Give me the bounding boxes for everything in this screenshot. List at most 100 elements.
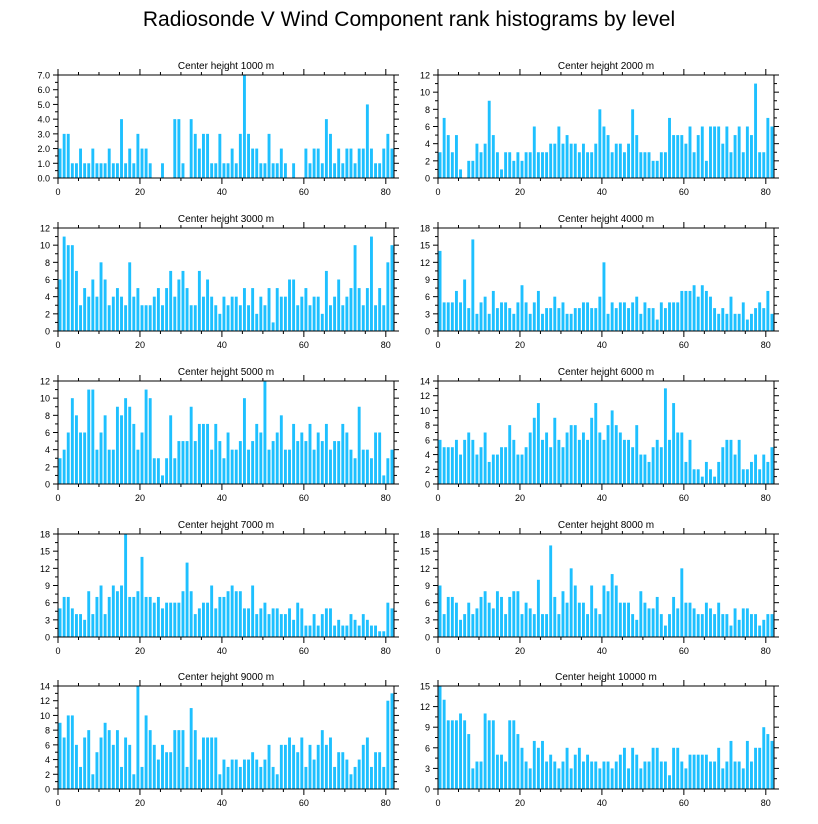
y-tick-label: 3 (425, 309, 430, 319)
bar (74, 415, 78, 484)
y-tick-label: 12 (420, 71, 430, 81)
x-tick-label: 0 (435, 646, 440, 656)
bar (684, 461, 688, 484)
bar (655, 596, 659, 637)
bar (91, 614, 95, 637)
y-tick-label: 12 (40, 696, 50, 706)
bar (508, 720, 512, 789)
bar (103, 722, 107, 789)
bar (177, 602, 181, 637)
bar (62, 236, 66, 331)
bar (91, 774, 95, 789)
bar (500, 302, 503, 331)
bar (684, 290, 688, 331)
bar (79, 766, 82, 789)
y-tick-label: 6 (45, 598, 50, 608)
bar (463, 720, 467, 789)
bar (95, 296, 99, 331)
bar (115, 730, 119, 789)
bar (704, 754, 708, 789)
bar (271, 608, 275, 637)
bar (438, 250, 442, 331)
x-tick-label: 0 (55, 340, 60, 350)
bar (124, 398, 128, 484)
bar (382, 766, 386, 789)
y-tick-label: 6.0 (37, 85, 50, 95)
bar (631, 447, 635, 484)
bar (132, 163, 136, 178)
bar (337, 619, 341, 637)
bar (561, 143, 565, 178)
y-tick-label: 6 (425, 435, 430, 445)
bar (374, 432, 378, 484)
bar (471, 239, 475, 331)
bar (520, 160, 524, 178)
bar (189, 591, 193, 637)
bar (721, 768, 725, 789)
bar (222, 759, 226, 789)
y-tick-label: 4 (45, 445, 50, 455)
bar (463, 439, 467, 484)
bar (107, 730, 111, 789)
x-tick-label: 60 (299, 493, 309, 503)
bar (680, 568, 684, 637)
bar (524, 602, 528, 637)
bar (70, 608, 74, 637)
bar (247, 305, 250, 331)
x-tick-label: 0 (55, 493, 60, 503)
y-tick-label: 4 (45, 755, 50, 765)
bar (668, 302, 671, 331)
bar (479, 596, 483, 637)
bar (361, 744, 365, 789)
bar (668, 117, 671, 178)
y-tick-label: 0 (425, 785, 430, 795)
bar (475, 761, 479, 789)
bar (635, 296, 639, 331)
bar (627, 602, 630, 637)
bar (454, 439, 458, 484)
bar (349, 449, 353, 484)
bar (545, 152, 549, 178)
y-tick-label: 6 (45, 275, 50, 285)
bar (508, 596, 512, 637)
bar (508, 308, 512, 331)
bar (365, 104, 369, 178)
bar (91, 279, 95, 331)
panel-title: Center height 3000 m (178, 214, 274, 225)
bar (161, 163, 164, 178)
bar (329, 449, 332, 484)
x-tick-label: 0 (435, 798, 440, 808)
x-tick-label: 40 (217, 187, 227, 197)
y-tick-label: 4.0 (37, 115, 50, 125)
x-tick-label: 80 (381, 798, 391, 808)
bar (177, 279, 181, 331)
bar (754, 454, 758, 484)
bar (573, 425, 577, 484)
bar (651, 308, 655, 331)
bar (631, 302, 635, 331)
bar (259, 163, 263, 178)
bar (758, 152, 762, 178)
bar (161, 744, 164, 789)
bar (185, 766, 189, 789)
bar (610, 302, 614, 331)
bar (577, 747, 581, 789)
bar (635, 425, 639, 484)
y-tick-label: 2 (45, 770, 50, 780)
bar (721, 308, 725, 331)
bar (770, 740, 774, 789)
bar (741, 302, 745, 331)
bar (390, 693, 394, 789)
bar (58, 279, 62, 331)
bar (692, 754, 696, 789)
bar (651, 160, 655, 178)
bar (267, 744, 271, 789)
bar (737, 126, 741, 178)
bar (766, 734, 770, 789)
bar (467, 432, 471, 484)
bar (524, 152, 528, 178)
bar (565, 747, 569, 789)
bar (242, 759, 246, 789)
bar (111, 744, 115, 789)
bar (696, 754, 700, 789)
